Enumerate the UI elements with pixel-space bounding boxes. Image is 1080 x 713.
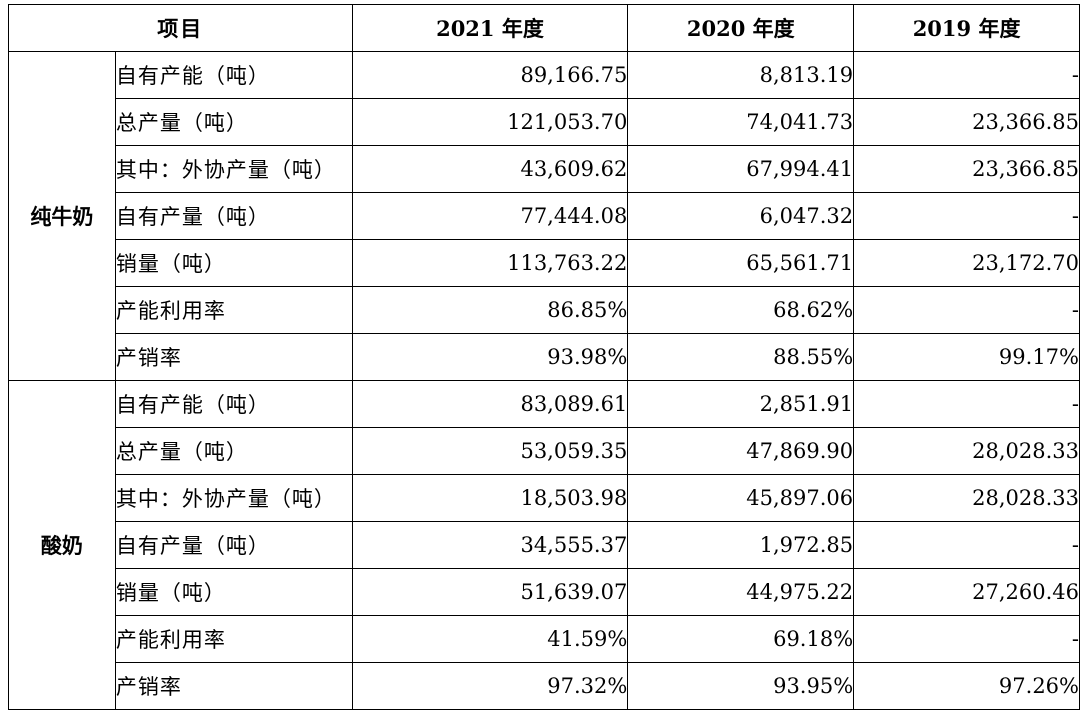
value-2021: 113,763.22 [351,239,629,287]
value-2021: 86.85% [351,286,629,334]
row-label: 销量（吨） [114,239,353,287]
row-label: 自有产能（吨） [114,380,353,428]
value-2020: 68.62% [627,286,855,334]
value-2019: - [853,521,1080,569]
production-sales-table: 项目 2021 年度 2020 年度 2019 年度 纯牛奶 自有产能（吨） 8… [8,4,1080,710]
value-2021: 77,444.08 [351,192,629,240]
value-2021: 89,166.75 [351,51,629,99]
row-label: 销量（吨） [114,568,353,616]
value-2019: 23,366.85 [853,98,1080,146]
table-row: 纯牛奶 自有产能（吨） 89,166.75 8,813.19 - [8,51,1080,381]
value-2020: 44,975.22 [627,568,855,616]
header-2020: 2020 年度 [627,4,855,52]
value-2021: 53,059.35 [351,427,629,475]
value-2019: 23,366.85 [853,145,1080,193]
value-2019: 27,260.46 [853,568,1080,616]
value-2020: 93.95% [627,662,855,710]
value-2020: 1,972.85 [627,521,855,569]
table-row: 自有产量（吨） 77,444.08 6,047.32 - [9,192,1080,240]
table-row: 销量（吨） 113,763.22 65,561.71 23,172.70 [9,239,1080,287]
row-label: 总产量（吨） [114,98,353,146]
row-label: 产销率 [114,333,353,381]
table-row: 产能利用率 41.59% 69.18% - [9,615,1080,663]
value-2020: 67,994.41 [627,145,855,193]
table-row: 销量（吨） 51,639.07 44,975.22 27,260.46 [9,568,1080,616]
value-2021: 83,089.61 [351,380,629,428]
row-label: 其中：外协产量（吨） [114,145,353,193]
row-label: 产销率 [114,662,353,710]
category-cell: 纯牛奶 [8,51,116,381]
value-2021: 93.98% [351,333,629,381]
value-2020: 65,561.71 [627,239,855,287]
value-2021: 41.59% [351,615,629,663]
value-2019: - [853,192,1080,240]
table-row: 其中：外协产量（吨） 43,609.62 67,994.41 23,366.85 [9,145,1080,193]
row-label: 自有产量（吨） [114,521,353,569]
value-2021: 51,639.07 [351,568,629,616]
value-2020: 88.55% [627,333,855,381]
header-2021: 2021 年度 [351,4,629,52]
value-2020: 6,047.32 [627,192,855,240]
row-label: 产能利用率 [114,615,353,663]
value-2021: 18,503.98 [351,474,629,522]
table-row: 总产量（吨） 53,059.35 47,869.90 28,028.33 [9,427,1080,475]
table-row: 酸奶 自有产能（吨） 83,089.61 2,851.91 - [8,380,1080,710]
category-cell: 酸奶 [8,380,116,710]
table-row: 产能利用率 86.85% 68.62% - [9,286,1080,334]
table-row: 自有产量（吨） 34,555.37 1,972.85 - [9,521,1080,569]
value-2019: - [853,380,1080,428]
value-2021: 43,609.62 [351,145,629,193]
value-2020: 8,813.19 [627,51,855,99]
header-2019: 2019 年度 [853,4,1080,52]
value-2020: 2,851.91 [627,380,855,428]
value-2019: 28,028.33 [853,474,1080,522]
value-2019: - [853,51,1080,99]
value-2019: - [853,615,1080,663]
row-label: 产能利用率 [114,286,353,334]
value-2019: 97.26% [853,662,1080,710]
table-row: 总产量（吨） 121,053.70 74,041.73 23,366.85 [9,98,1080,146]
row-label: 其中：外协产量（吨） [114,474,353,522]
value-2019: 28,028.33 [853,427,1080,475]
value-2021: 121,053.70 [351,98,629,146]
value-2019: 99.17% [853,333,1080,381]
value-2019: 23,172.70 [853,239,1080,287]
table-row: 产销率 97.32% 93.95% 97.26% [9,662,1080,710]
header-item: 项目 [8,4,353,52]
value-2020: 47,869.90 [627,427,855,475]
value-2020: 74,041.73 [627,98,855,146]
table-row: 其中：外协产量（吨） 18,503.98 45,897.06 28,028.33 [9,474,1080,522]
row-label: 总产量（吨） [114,427,353,475]
table-row: 产销率 93.98% 88.55% 99.17% [9,333,1080,381]
row-label: 自有产量（吨） [114,192,353,240]
row-label: 自有产能（吨） [114,51,353,99]
value-2020: 69.18% [627,615,855,663]
value-2021: 97.32% [351,662,629,710]
value-2021: 34,555.37 [351,521,629,569]
value-2020: 45,897.06 [627,474,855,522]
table-header-row: 项目 2021 年度 2020 年度 2019 年度 [8,4,1080,52]
value-2019: - [853,286,1080,334]
